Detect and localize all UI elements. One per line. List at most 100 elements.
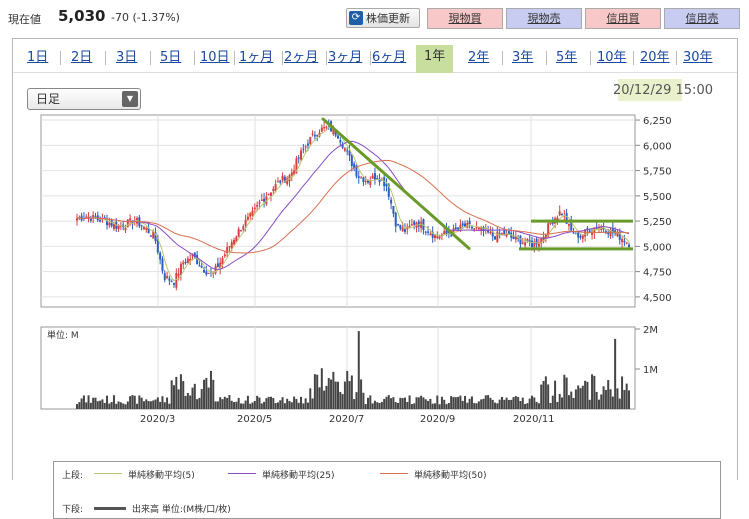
volume-bar [212, 379, 215, 409]
tab-30y[interactable]: 30年 [683, 50, 713, 65]
margin-buy-button[interactable]: 信用買 [585, 8, 661, 29]
tab-10y[interactable]: 10年 [597, 50, 627, 65]
candle-body [353, 163, 356, 168]
candle-body [433, 235, 436, 239]
volume-bar [466, 402, 469, 409]
volume-bar [209, 370, 212, 409]
tab-6m[interactable]: 6ヶ月 [372, 50, 407, 65]
price-plot-area [40, 114, 636, 308]
tab-5d[interactable]: 5日 [160, 50, 182, 65]
candle-body [549, 222, 552, 225]
volume-bar [537, 403, 540, 409]
quote-header: 現在値 5,030 -70 (-1.37%) ⟳ 株価更新 現物買 現物売 信用… [0, 0, 749, 38]
volume-bar [332, 371, 335, 409]
tab-3d[interactable]: 3日 [116, 50, 138, 65]
candle-body [320, 127, 323, 132]
period-select[interactable]: 日足 ▼ [27, 88, 141, 110]
tab-3m[interactable]: 3ヶ月 [328, 50, 363, 65]
volume-bar [505, 397, 508, 409]
volume-bar [489, 397, 492, 409]
volume-bar [191, 387, 194, 409]
legend-upper-label: 上段: [62, 471, 84, 481]
candle-body [256, 204, 259, 207]
candle-body [401, 227, 404, 232]
tab-10d[interactable]: 10日 [200, 50, 230, 65]
volume-bar [611, 396, 614, 409]
tab-3y[interactable]: 3年 [512, 50, 534, 65]
volume-bar [579, 388, 582, 409]
volume-bar [443, 399, 446, 409]
price-tick-label: 5,500 [643, 192, 672, 203]
margin-sell-button[interactable]: 信用売 [664, 8, 740, 29]
candle-body [235, 236, 238, 242]
volume-bar [348, 381, 351, 409]
volume-bar [80, 398, 83, 409]
volume-bar [512, 397, 515, 409]
volume-bar [429, 398, 432, 409]
candle-body [216, 263, 219, 268]
candle-body [628, 244, 630, 248]
volume-bar [205, 377, 208, 409]
candle-body [290, 172, 293, 176]
candle-body [253, 207, 256, 209]
volume-bar [561, 397, 564, 409]
tab-5y[interactable]: 5年 [556, 50, 578, 65]
volume-bar [376, 402, 379, 409]
stock-chart: 6,250 6,000 5,750 5,500 5,250 5,000 4,750 4,500… [40, 114, 672, 425]
candle-body [198, 265, 201, 267]
cash-buy-button[interactable]: 現物買 [427, 8, 503, 29]
volume-bar [364, 404, 367, 409]
volume-bar [454, 397, 457, 409]
volume-bar [450, 396, 453, 409]
volume-bar [464, 395, 467, 409]
volume-bar [186, 392, 189, 409]
candle-body [203, 269, 206, 273]
chart-datetime: 20/12/29 15:00 [613, 83, 713, 98]
volume-bar [593, 375, 596, 409]
candle-body [586, 228, 589, 230]
volume-bar [87, 395, 90, 409]
candle-body [300, 150, 303, 160]
refresh-price-button[interactable]: ⟳ 株価更新 [346, 8, 420, 28]
price-tick-label: 5,750 [643, 167, 672, 178]
candle-body [161, 258, 164, 271]
volume-bar [103, 403, 106, 409]
price-tick-label: 5,000 [643, 242, 672, 253]
volume-bar [173, 385, 176, 409]
candle-body [295, 158, 298, 174]
volume-bar [330, 379, 333, 409]
chart-legend: 上段: 単純移動平均(5) 単純移動平均(25) 単純移動平均(50) 下段: … [53, 461, 721, 519]
tab-2y[interactable]: 2年 [468, 50, 490, 65]
volume-bar [385, 396, 388, 409]
x-tick-label: 2020/5 [237, 414, 272, 425]
volume-bar [609, 389, 612, 409]
volume-bar [487, 395, 490, 409]
tab-1d[interactable]: 1日 [27, 50, 49, 65]
candle-body [117, 225, 120, 230]
volume-bar [306, 402, 309, 409]
cash-sell-button[interactable]: 現物売 [506, 8, 582, 29]
volume-bar [274, 403, 277, 409]
legend-ma5: 単純移動平均(5) [128, 471, 195, 481]
tab-1y[interactable]: 1年 [416, 45, 454, 73]
current-price-label: 現在値 [8, 13, 41, 26]
candle-body [484, 228, 487, 230]
volume-bar [577, 385, 580, 409]
tab-1m[interactable]: 1ヶ月 [239, 50, 274, 65]
tab-2d[interactable]: 2日 [71, 50, 93, 65]
volume-bar [514, 396, 517, 409]
volume-bar [327, 378, 330, 409]
volume-bar [390, 398, 393, 409]
volume-bar [600, 394, 603, 409]
volume-bar [420, 395, 423, 409]
tab-20y[interactable]: 20年 [640, 50, 670, 65]
candle-body [323, 126, 326, 129]
volume-bar [267, 396, 270, 409]
candle-body [443, 231, 446, 235]
candle-body [126, 219, 129, 228]
tab-2m[interactable]: 2ヶ月 [284, 50, 319, 65]
volume-bar [265, 398, 268, 409]
candle-body [567, 223, 570, 226]
x-tick-label: 2020/3 [140, 414, 175, 425]
candle-body [537, 242, 540, 247]
